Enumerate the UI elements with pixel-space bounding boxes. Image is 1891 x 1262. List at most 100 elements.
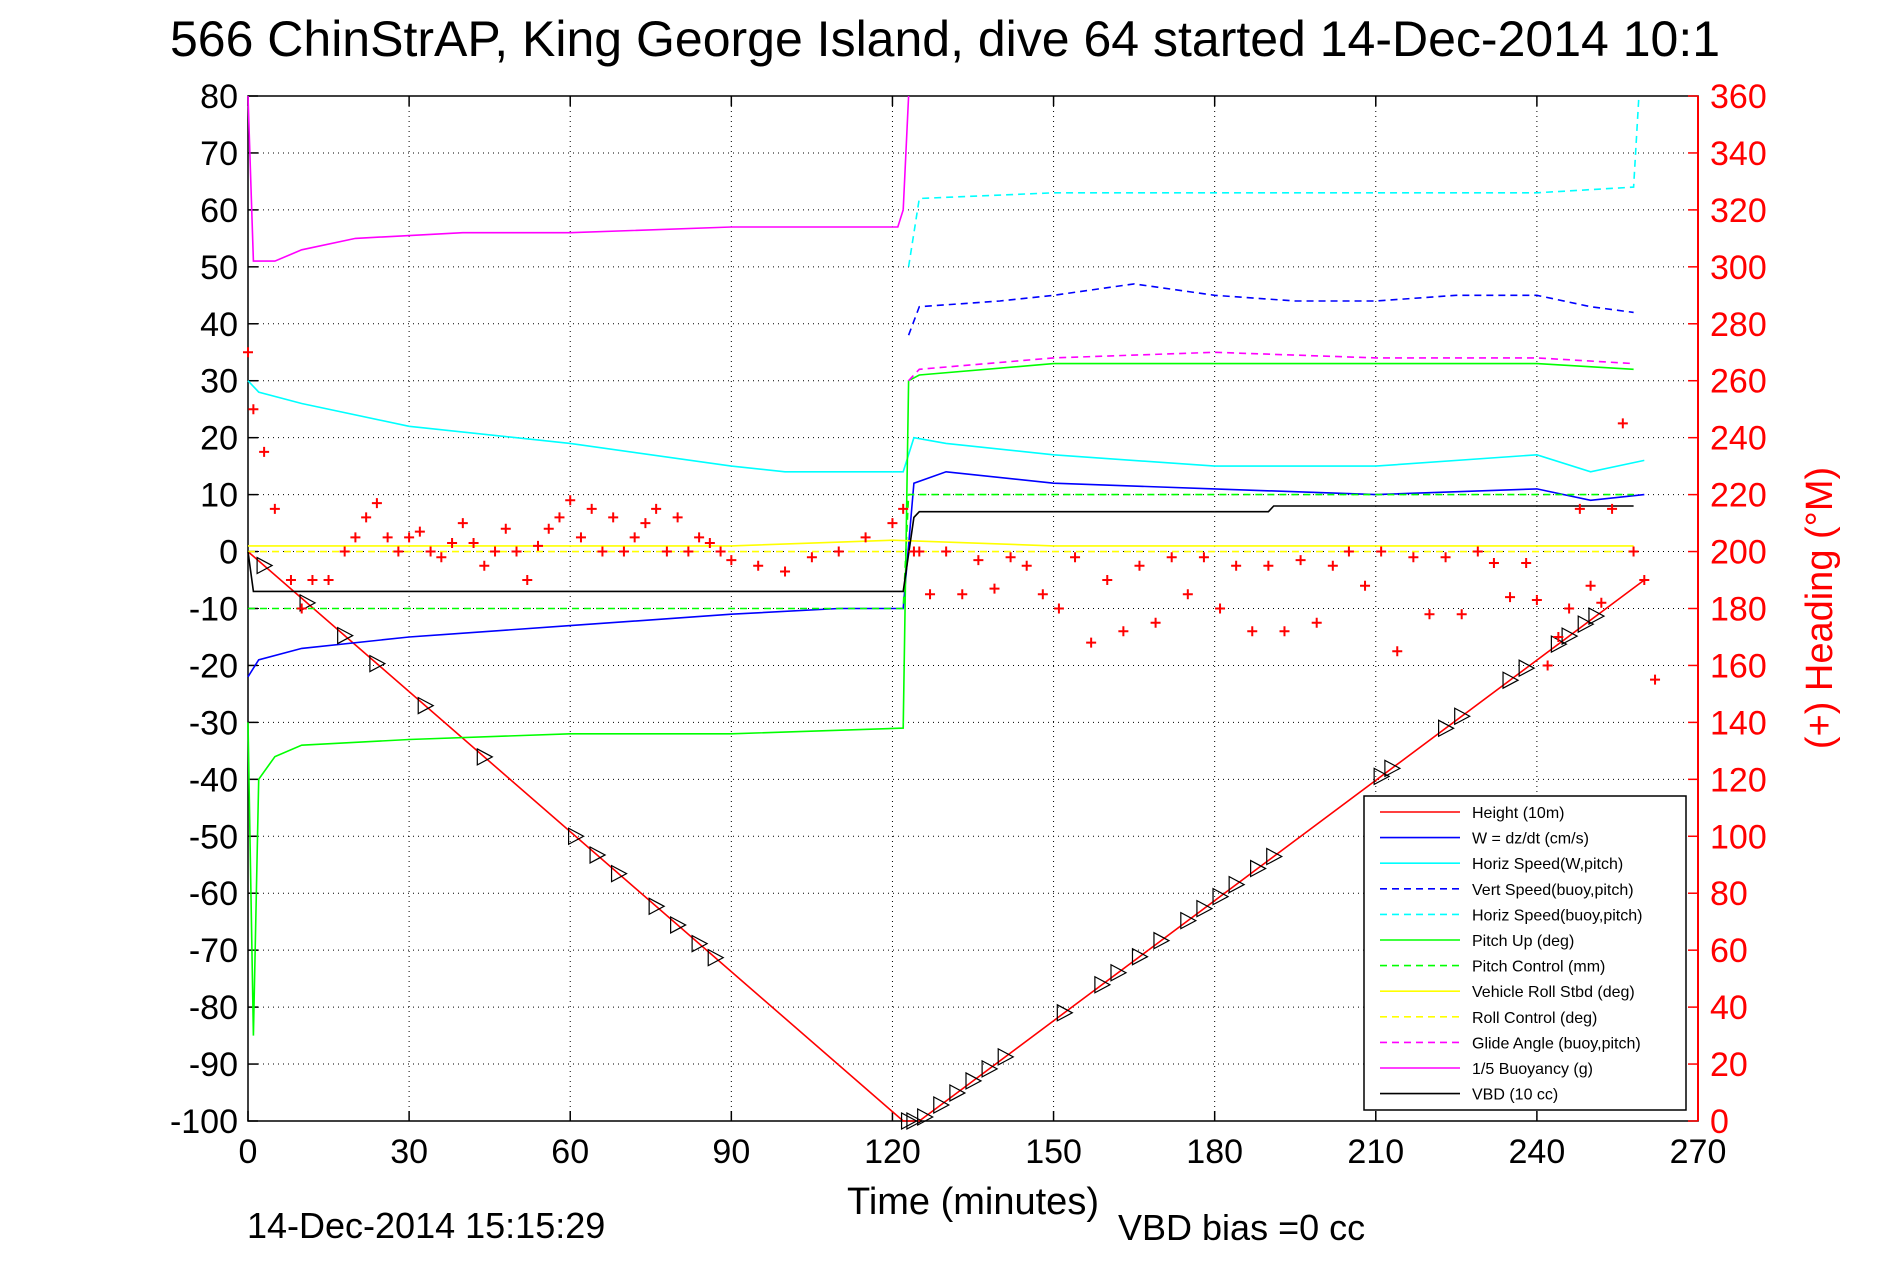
legend-label: Glide Angle (buoy,pitch) [1472, 1035, 1641, 1052]
legend-label: Roll Control (deg) [1472, 1010, 1597, 1027]
heading-point [1295, 555, 1306, 566]
heading-point [1037, 589, 1048, 600]
height-marker [337, 626, 354, 645]
x-tick-label: 180 [1186, 1133, 1243, 1171]
y2-tick-label: 280 [1710, 306, 1767, 344]
vbd-bias-label: VBD bias =0 cc [1118, 1207, 1365, 1248]
heading-point [1118, 626, 1129, 637]
heading-point [285, 575, 296, 586]
heading-point [1596, 597, 1607, 608]
y2-tick-label: 0 [1710, 1103, 1729, 1141]
heading-point [1086, 637, 1097, 648]
y2-tick-label: 260 [1710, 363, 1767, 401]
heading-point [704, 538, 715, 549]
height-marker [369, 654, 387, 673]
heading-point [565, 495, 576, 506]
legend-box [1363, 795, 1687, 1111]
heading-point [1408, 552, 1419, 563]
legend-label: Height (10m) [1472, 805, 1564, 822]
y2-tick-label: 100 [1710, 818, 1767, 856]
x-tick-label: 90 [712, 1133, 750, 1171]
heading-point [973, 555, 984, 566]
heading-point [307, 575, 318, 586]
series-line [907, 95, 1640, 267]
heading-point [597, 546, 608, 557]
heading-point [1263, 560, 1274, 571]
heading-point [447, 538, 458, 549]
height-marker [567, 827, 585, 846]
heading-point [1505, 592, 1516, 603]
heading-point [259, 446, 270, 457]
height-marker [917, 1107, 934, 1126]
heading-point [887, 518, 898, 529]
heading-point [296, 603, 307, 614]
heading-point [1376, 546, 1387, 557]
heading-point [1311, 617, 1322, 628]
height-marker [1228, 875, 1246, 894]
height-marker [997, 1047, 1015, 1066]
y-tick-label: -20 [189, 647, 238, 685]
heading-point [554, 512, 565, 523]
legend-label: Horiz Speed(buoy,pitch) [1472, 907, 1642, 924]
heading-point [479, 560, 490, 571]
heading-point [248, 404, 259, 415]
height-marker [1384, 759, 1402, 778]
heading-point [780, 566, 791, 577]
y-tick-label: 20 [200, 420, 238, 458]
heading-point [425, 546, 436, 557]
heading-point [1053, 603, 1064, 614]
heading-point [1215, 603, 1226, 614]
heading-point [1343, 546, 1354, 557]
heading-point [683, 546, 694, 557]
x-tick-label: 120 [864, 1133, 921, 1171]
heading-point [1134, 560, 1145, 571]
y-tick-label: -60 [189, 875, 238, 913]
y-axis-left: -100-90-80-70-60-50-40-30-20-10010203040… [170, 78, 258, 1141]
height-marker [1373, 767, 1391, 786]
heading-point [914, 546, 925, 557]
y2-axis-label: (+) Heading (°M) [1799, 467, 1841, 749]
y2-tick-label: 320 [1710, 192, 1767, 230]
heading-point [618, 546, 629, 557]
heading-point [1070, 552, 1081, 563]
heading-point [715, 546, 726, 557]
y-tick-label: -100 [170, 1103, 238, 1141]
x-tick-label: 240 [1509, 1133, 1566, 1171]
heading-point [490, 546, 501, 557]
y-tick-label: 70 [200, 135, 238, 173]
height-marker [476, 747, 494, 766]
series-line [247, 380, 1645, 473]
heading-point [1628, 546, 1639, 557]
height-marker [1588, 607, 1606, 626]
heading-point [640, 518, 651, 529]
height-marker [1196, 899, 1214, 918]
x-tick-label: 150 [1025, 1133, 1082, 1171]
heading-point [806, 552, 817, 563]
heading-point [629, 532, 640, 543]
heading-point [1472, 546, 1483, 557]
heading-point [1166, 552, 1177, 563]
heading-point [511, 546, 522, 557]
heading-point [436, 552, 447, 563]
height-marker [1153, 931, 1171, 950]
heading-point [1564, 603, 1575, 614]
heading-point [269, 503, 280, 514]
heading-point [1005, 552, 1016, 563]
height-marker [691, 934, 709, 953]
series-layer [247, 95, 1645, 1130]
height-marker [933, 1095, 951, 1114]
series-line [907, 283, 1634, 336]
y-tick-label: -40 [189, 761, 238, 799]
heading-point [323, 575, 334, 586]
heading-point [726, 555, 737, 566]
chart-title: 566 ChinStrAP, King George Island, dive … [170, 11, 1720, 67]
y-tick-label: -70 [189, 932, 238, 970]
heading-point [1102, 575, 1113, 586]
height-marker [670, 915, 687, 934]
heading-point [1198, 552, 1209, 563]
heading-point [1440, 552, 1451, 563]
y2-tick-label: 220 [1710, 477, 1767, 515]
heading-point [382, 532, 393, 543]
y-tick-label: -10 [189, 591, 238, 629]
heading-point [1360, 580, 1371, 591]
